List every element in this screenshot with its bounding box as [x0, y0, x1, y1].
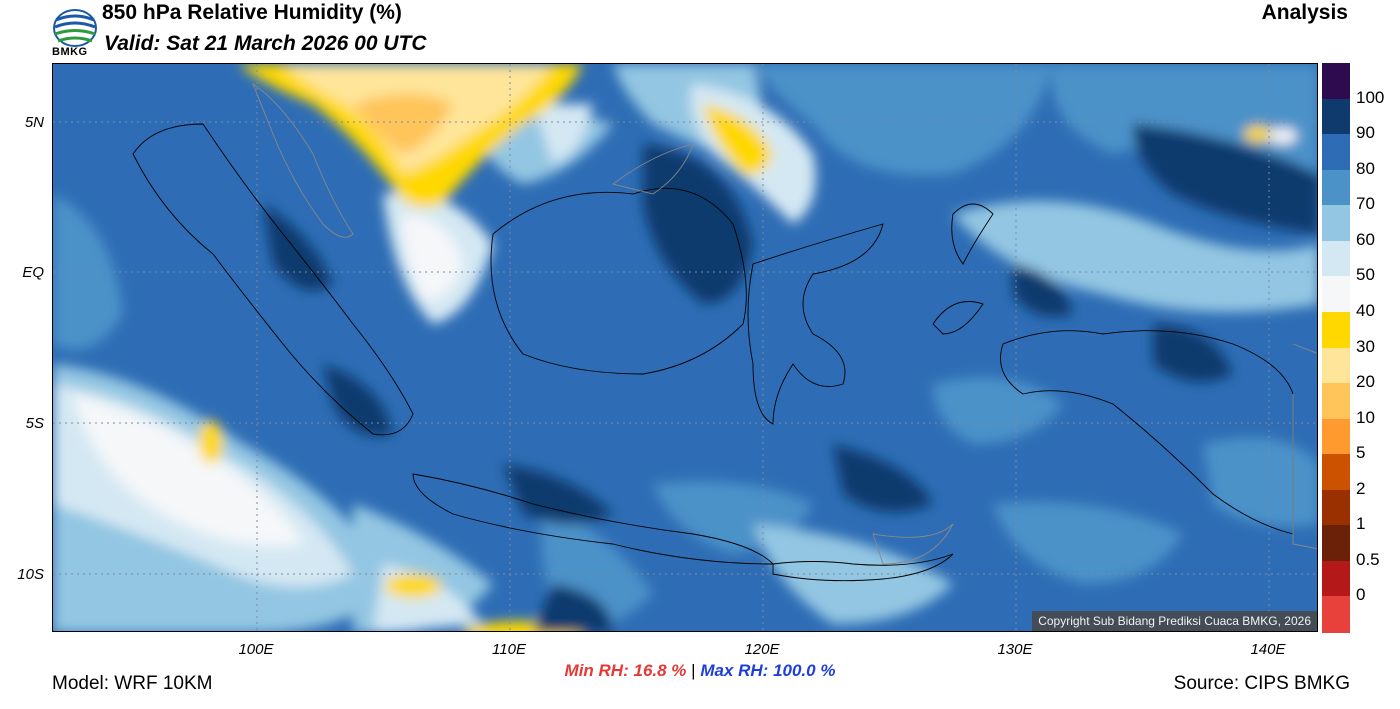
colorbar-segment — [1322, 454, 1350, 491]
bmkg-logo-icon — [53, 9, 97, 47]
rh-stats: Min RH: 16.8 % | Max RH: 100.0 % — [0, 661, 1400, 681]
colorbar-label: 10 — [1356, 407, 1375, 427]
colorbar-segment — [1322, 276, 1350, 313]
humidity-map: Copyright Sub Bidang Prediksi Cuaca BMKG… — [52, 63, 1318, 632]
colorbar-segment — [1322, 347, 1350, 384]
min-rh-label: Min RH: — [564, 661, 629, 680]
colorbar-label: 5 — [1356, 443, 1366, 463]
analysis-label: Analysis — [1261, 1, 1348, 24]
model-label: Model: WRF 10KM — [52, 673, 213, 694]
colorbar-segment — [1322, 240, 1350, 277]
colorbar-segment — [1322, 560, 1350, 597]
colorbar-label: 70 — [1356, 194, 1375, 214]
colorbar-segment — [1322, 525, 1350, 562]
colorbar-label: 80 — [1356, 158, 1375, 178]
min-rh-value: 16.8 % — [633, 661, 687, 680]
source-label: Source: CIPS BMKG — [1173, 673, 1350, 694]
colorbar-label: 20 — [1356, 372, 1375, 392]
colorbar-segment — [1322, 134, 1350, 171]
colorbar-segment — [1322, 418, 1350, 455]
copyright-notice: Copyright Sub Bidang Prediksi Cuaca BMKG… — [1032, 611, 1317, 631]
stats-separator: | — [691, 661, 696, 680]
colorbar-segment — [1322, 383, 1350, 420]
max-rh-value: 100.0 % — [773, 661, 836, 680]
lat-label-5s: 5S — [25, 415, 44, 432]
colorbar-label: 60 — [1356, 229, 1375, 249]
humidity-field — [53, 64, 1317, 631]
lat-label-10s: 10S — [17, 566, 44, 583]
colorbar-label: 40 — [1356, 300, 1375, 320]
colorbar-segment — [1322, 169, 1350, 206]
moisture-contours — [53, 64, 1317, 631]
colorbar-label: 30 — [1356, 336, 1375, 356]
grid-lines — [53, 64, 1317, 631]
colorbar-segment — [1322, 311, 1350, 348]
colorbar-label: 100 — [1356, 87, 1385, 107]
chart-title: 850 hPa Relative Humidity (%) — [102, 1, 402, 24]
lon-label-140e: 140E — [1250, 641, 1286, 658]
colorbar-segment — [1322, 98, 1350, 135]
colorbar-segment — [1322, 596, 1350, 633]
coastlines — [132, 82, 1317, 582]
colorbar-label: 90 — [1356, 123, 1375, 143]
colorbar-segment — [1322, 205, 1350, 242]
lat-label-5n: 5N — [24, 114, 44, 131]
logo-text: BMKG — [52, 46, 88, 58]
lon-label-110e: 110E — [492, 641, 526, 658]
colorbar — [1322, 63, 1350, 633]
valid-time: Valid: Sat 21 March 2026 00 UTC — [104, 32, 427, 55]
max-rh-label: Max RH: — [700, 661, 769, 680]
lon-label-120e: 120E — [744, 641, 780, 658]
colorbar-label: 2 — [1356, 478, 1366, 498]
colorbar-label: 0 — [1356, 585, 1366, 605]
colorbar-segment — [1322, 63, 1350, 100]
colorbar-segment — [1322, 489, 1350, 526]
lat-label-eq: EQ — [22, 264, 44, 281]
lon-label-100e: 100E — [238, 641, 274, 658]
colorbar-label: 50 — [1356, 265, 1375, 285]
colorbar-label: 1 — [1356, 514, 1366, 534]
lon-label-130e: 130E — [997, 641, 1033, 658]
colorbar-label: 0.5 — [1356, 549, 1380, 569]
